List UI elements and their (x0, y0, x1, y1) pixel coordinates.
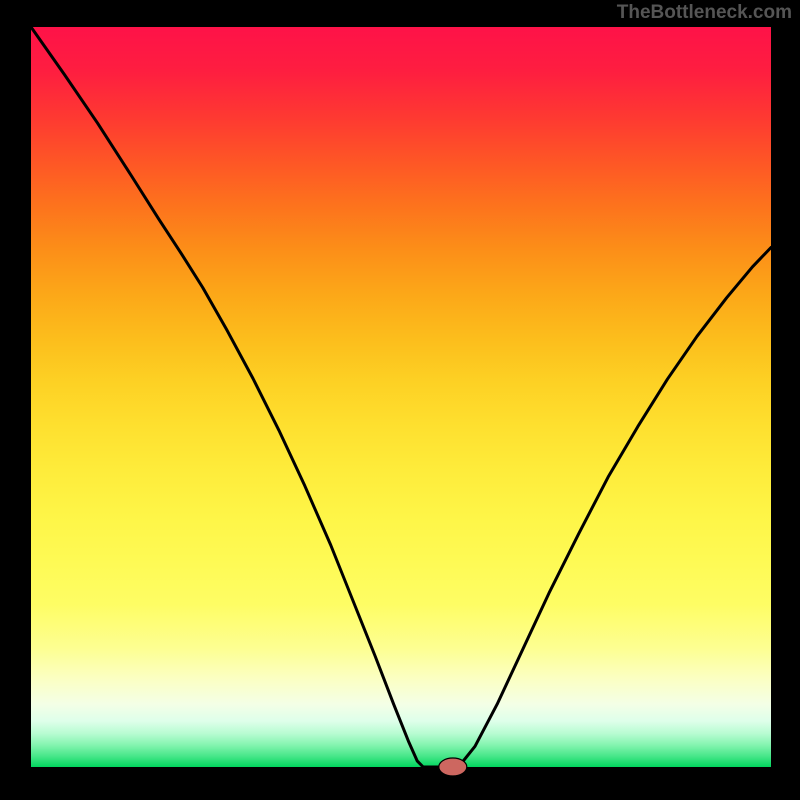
chart-container: TheBottleneck.com (0, 0, 800, 800)
attribution-text: TheBottleneck.com (617, 2, 792, 24)
bottleneck-chart (0, 0, 800, 800)
chart-background (31, 27, 771, 767)
sweet-spot-marker (439, 758, 467, 776)
